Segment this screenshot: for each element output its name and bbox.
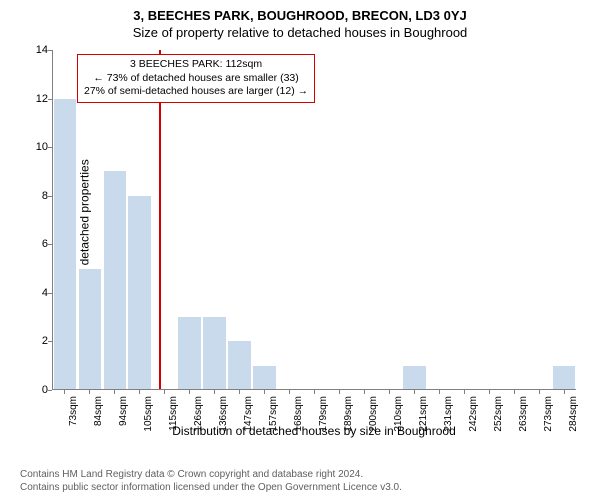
chart-title-sub: Size of property relative to detached ho… [0, 23, 600, 40]
y-tick-label: 4 [28, 287, 48, 299]
y-tick-label: 14 [28, 44, 48, 56]
x-tick-mark [414, 390, 415, 394]
x-tick-mark [489, 390, 490, 394]
x-tick-mark [64, 390, 65, 394]
footer-attribution: Contains HM Land Registry data © Crown c… [20, 469, 402, 494]
x-tick-mark [564, 390, 565, 394]
y-tick-label: 10 [28, 141, 48, 153]
annotation-line1: 3 BEECHES PARK: 112sqm [84, 58, 308, 72]
y-tick-label: 2 [28, 335, 48, 347]
x-tick-mark [114, 390, 115, 394]
y-tick-mark [48, 99, 52, 100]
histogram-bar [79, 268, 103, 389]
y-tick-label: 12 [28, 93, 48, 105]
x-axis-label: Distribution of detached houses by size … [52, 424, 576, 438]
x-tick-mark [289, 390, 290, 394]
x-tick-label: 84sqm [93, 396, 104, 426]
x-tick-mark [464, 390, 465, 394]
chart-title-main: 3, BEECHES PARK, BOUGHROOD, BRECON, LD3 … [0, 0, 600, 23]
x-tick-mark [389, 390, 390, 394]
x-tick-mark [214, 390, 215, 394]
x-tick-mark [439, 390, 440, 394]
y-tick-mark [48, 50, 52, 51]
x-tick-mark [139, 390, 140, 394]
footer-line-1: Contains HM Land Registry data © Crown c… [20, 469, 402, 482]
x-tick-mark [189, 390, 190, 394]
chart-container: Number of detached properties 3 BEECHES … [0, 44, 600, 440]
histogram-bar [253, 365, 277, 389]
x-tick-label: 73sqm [68, 396, 79, 426]
x-tick-mark [539, 390, 540, 394]
footer-line-2: Contains public sector information licen… [20, 482, 402, 495]
annotation-line3: 27% of semi-detached houses are larger (… [84, 85, 308, 99]
x-tick-mark [164, 390, 165, 394]
x-tick-mark [89, 390, 90, 394]
histogram-bar [228, 340, 252, 389]
x-tick-mark [239, 390, 240, 394]
y-tick-mark [48, 244, 52, 245]
x-tick-label: 94sqm [118, 396, 129, 426]
y-tick-mark [48, 341, 52, 342]
y-tick-mark [48, 293, 52, 294]
plot-area: 3 BEECHES PARK: 112sqm← 73% of detached … [52, 50, 576, 390]
histogram-bar [54, 98, 78, 389]
annotation-line2: ← 73% of detached houses are smaller (33… [84, 72, 308, 86]
y-tick-label: 8 [28, 190, 48, 202]
x-tick-mark [364, 390, 365, 394]
x-tick-mark [264, 390, 265, 394]
annotation-box: 3 BEECHES PARK: 112sqm← 73% of detached … [77, 54, 315, 103]
y-tick-label: 6 [28, 238, 48, 250]
histogram-bar [128, 195, 152, 389]
histogram-bar [553, 365, 577, 389]
x-tick-mark [514, 390, 515, 394]
y-tick-label: 0 [28, 384, 48, 396]
histogram-bar [178, 316, 202, 389]
histogram-bar [203, 316, 227, 389]
x-tick-mark [339, 390, 340, 394]
y-tick-mark [48, 196, 52, 197]
histogram-bar [104, 170, 128, 389]
y-tick-mark [48, 147, 52, 148]
y-tick-mark [48, 390, 52, 391]
histogram-bar [403, 365, 427, 389]
x-tick-mark [314, 390, 315, 394]
